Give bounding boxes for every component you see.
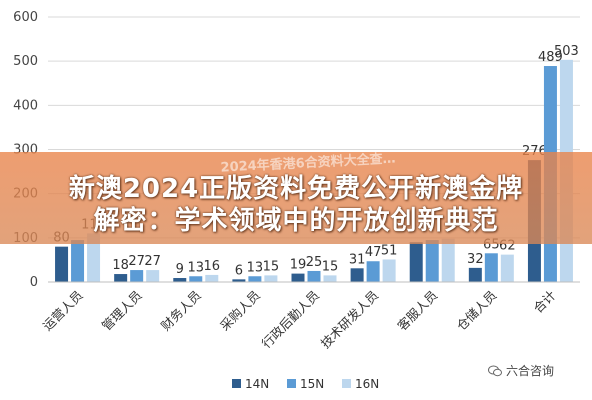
y-tick-label: 500	[13, 54, 38, 69]
data-label: 32	[467, 252, 484, 267]
y-tick-label: 400	[13, 98, 38, 113]
x-tick-label: 客服人员	[394, 288, 440, 334]
bar	[441, 238, 455, 282]
bar	[205, 274, 219, 282]
data-label: 9	[176, 262, 184, 277]
legend-swatch	[342, 379, 351, 388]
legend-swatch	[232, 379, 241, 388]
y-tick-label: 600	[13, 10, 38, 25]
data-label: 47	[365, 245, 382, 260]
data-label: 15	[322, 259, 339, 274]
bar	[264, 275, 278, 282]
data-label: 31	[349, 252, 366, 267]
wechat-icon	[488, 365, 502, 376]
bar	[291, 273, 305, 282]
overlay-banner	[0, 152, 592, 244]
bar	[350, 268, 364, 282]
bar	[146, 270, 160, 282]
bar	[468, 267, 482, 282]
data-label: 25	[306, 255, 323, 270]
data-label: 19	[290, 258, 307, 273]
data-label: 27	[128, 254, 145, 269]
x-tick-label: 采购人员	[217, 288, 263, 334]
data-label: 15	[263, 259, 280, 274]
x-tick-label: 仓储人员	[453, 288, 499, 334]
bar	[382, 259, 396, 282]
banner-headline: 新澳2024正版资料免费公开新澳金牌	[68, 174, 524, 204]
legend-label: 14N	[245, 377, 269, 391]
bar	[500, 254, 514, 282]
bar	[55, 246, 69, 282]
data-label: 16	[204, 259, 221, 274]
data-label: 27	[144, 254, 161, 269]
legend-swatch	[287, 379, 296, 388]
bar	[248, 276, 262, 282]
brand-badge: 六合咨询	[488, 362, 554, 379]
data-label: 503	[554, 44, 579, 59]
bar	[425, 240, 439, 282]
bar	[307, 270, 321, 282]
bar	[114, 274, 128, 282]
x-tick-label: 财务人员	[158, 288, 204, 334]
bar	[71, 240, 85, 282]
x-tick-label: 技术研发人员	[318, 288, 382, 352]
brand-label: 六合咨询	[506, 364, 555, 378]
y-tick-label: 0	[30, 275, 38, 290]
bar	[366, 261, 380, 282]
bar	[189, 276, 203, 282]
x-tick-label: 合计	[530, 288, 558, 316]
bar	[87, 233, 101, 282]
data-label: 51	[381, 243, 398, 258]
data-label: 18	[112, 258, 129, 273]
x-tick-label: 行政后勤人员	[258, 288, 322, 352]
bar	[484, 253, 498, 282]
bar	[173, 278, 187, 282]
bar	[232, 279, 246, 282]
bar	[323, 275, 337, 282]
data-label: 13	[188, 260, 205, 275]
banner-subheadline: 解密：学术领域中的开放创新典范	[93, 206, 499, 236]
data-label: 13	[247, 260, 264, 275]
bar	[130, 270, 144, 282]
data-label: 6	[235, 263, 243, 278]
legend-label: 16N	[355, 377, 379, 391]
x-tick-label: 运营人员	[40, 288, 86, 334]
data-label: 489	[538, 50, 563, 65]
legend-label: 15N	[300, 377, 324, 391]
bar	[409, 242, 423, 282]
x-tick-label: 管理人员	[99, 288, 145, 334]
